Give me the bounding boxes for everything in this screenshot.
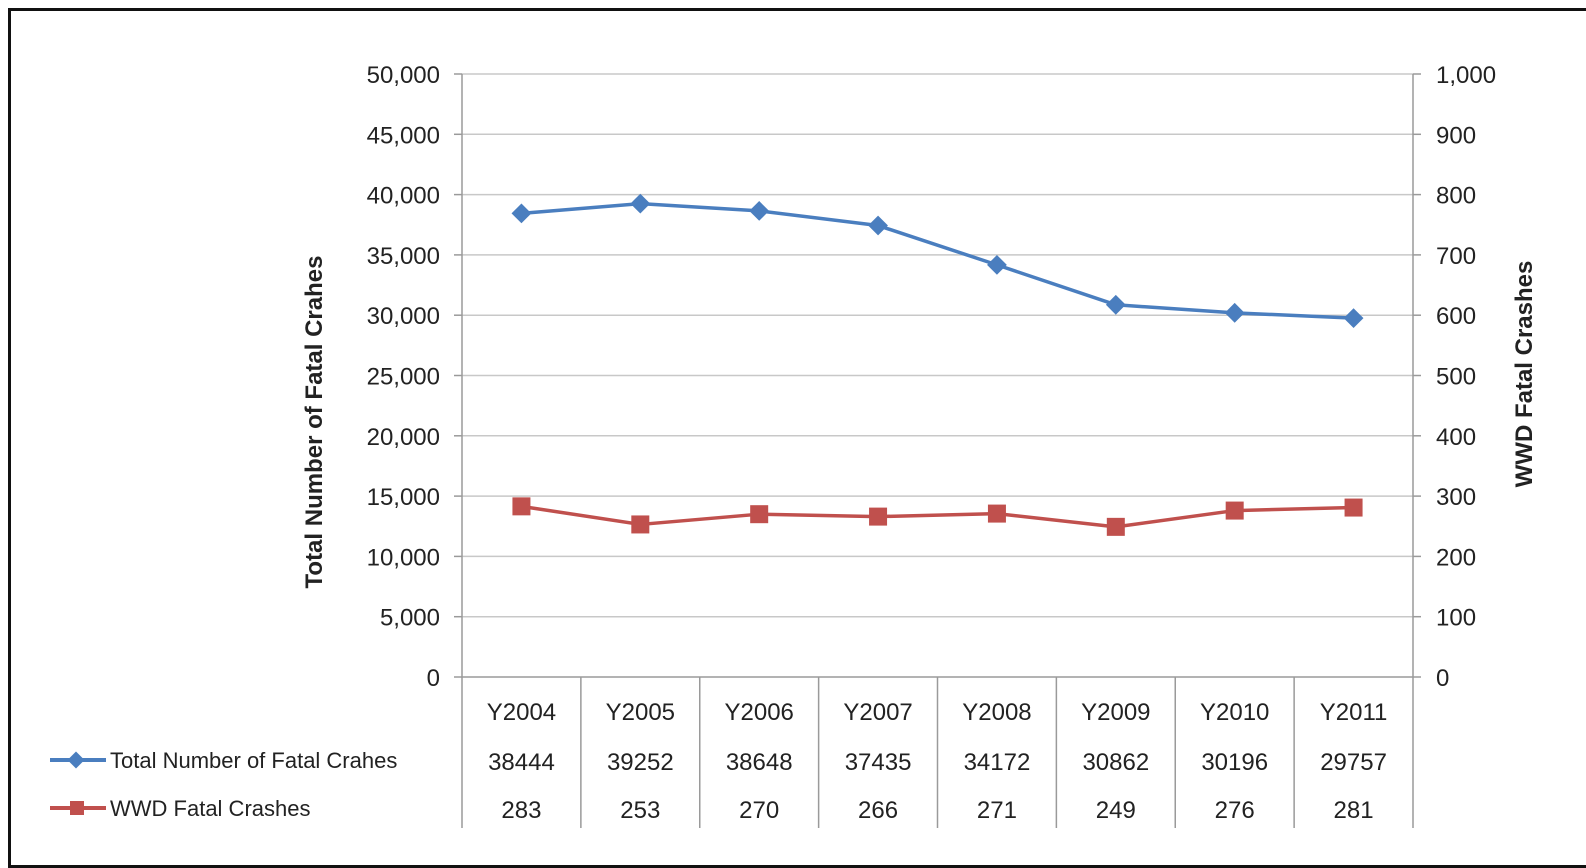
y2-tick-label: 500 xyxy=(1436,364,1476,391)
table-value: 38648 xyxy=(726,749,793,776)
table-value: 37435 xyxy=(845,749,912,776)
table-value: 38444 xyxy=(488,749,555,776)
y-tick-label: 45,000 xyxy=(367,122,440,149)
table-value: 249 xyxy=(1096,797,1136,824)
y-tick-label: 50,000 xyxy=(367,62,440,89)
legend-label: WWD Fatal Crashes xyxy=(110,796,310,821)
left-axis-ticks: 0 5,000 10,000 15,000 20,000 25,000 30,000 35,0… xyxy=(367,62,440,692)
x-category-label: Y2006 xyxy=(724,699,793,726)
y2-tick-label: 1,000 xyxy=(1436,62,1496,89)
table-value: 281 xyxy=(1334,797,1374,824)
x-category-label: Y2007 xyxy=(843,699,912,726)
data-point xyxy=(630,193,651,214)
data-point xyxy=(1106,517,1125,536)
table-value: 29757 xyxy=(1320,749,1387,776)
y2-tick-label: 800 xyxy=(1436,183,1476,210)
y2-tick-label: 300 xyxy=(1436,484,1476,511)
x-category-label: Y2009 xyxy=(1081,699,1150,726)
y-tick-label: 40,000 xyxy=(367,183,440,210)
table-value: 30196 xyxy=(1201,749,1268,776)
legend-marker xyxy=(70,801,84,815)
x-category-label: Y2005 xyxy=(606,699,675,726)
table-value: 270 xyxy=(739,797,779,824)
data-point xyxy=(1105,294,1126,315)
data-point xyxy=(1225,501,1244,520)
x-category-label: Y2008 xyxy=(962,699,1031,726)
table-value: 253 xyxy=(620,797,660,824)
legend-label: Total Number of Fatal Crahes xyxy=(110,748,397,773)
y-tick-label: 25,000 xyxy=(367,364,440,391)
y-tick-label: 15,000 xyxy=(367,484,440,511)
chart-frame xyxy=(8,8,1586,868)
table-value: 34172 xyxy=(964,749,1031,776)
table-value: 283 xyxy=(501,797,541,824)
right-axis-ticks: 0 100 200 300 400 500 600 700 800 900 1,000 xyxy=(1436,62,1496,692)
y-tick-label: 10,000 xyxy=(367,544,440,571)
x-category-label: Y2010 xyxy=(1200,699,1269,726)
table-value: 266 xyxy=(858,797,898,824)
y2-tick-label: 100 xyxy=(1436,605,1476,632)
y-axis-title: Total Number of Fatal Crahes xyxy=(301,256,328,589)
series-lines xyxy=(511,193,1364,536)
table-value: 30862 xyxy=(1082,749,1149,776)
y-tick-label: 35,000 xyxy=(367,243,440,270)
y2-axis-title: WWD Fatal Crashes xyxy=(1511,261,1538,488)
table-value: 271 xyxy=(977,797,1017,824)
y2-tick-label: 200 xyxy=(1436,544,1476,571)
y2-tick-label: 700 xyxy=(1436,243,1476,270)
x-category-label: Y2011 xyxy=(1320,699,1388,726)
data-point xyxy=(512,497,531,516)
y-tick-label: 5,000 xyxy=(380,605,440,632)
y2-tick-label: 400 xyxy=(1436,424,1476,451)
data-point xyxy=(987,254,1007,275)
data-table: Y2004 Y2005 Y2006 Y2007 Y2008 Y2009 Y2010 Y2011… xyxy=(50,677,1414,828)
x-category-label: Y2004 xyxy=(487,699,556,726)
y2-tick-label: 600 xyxy=(1436,303,1476,330)
data-point xyxy=(868,215,888,236)
y-tick-label: 20,000 xyxy=(367,424,440,451)
y-tick-label: 0 xyxy=(427,665,440,692)
y2-tick-label: 0 xyxy=(1436,665,1449,692)
data-point xyxy=(749,201,770,221)
data-point xyxy=(1344,498,1363,517)
table-value: 39252 xyxy=(607,749,674,776)
series-line xyxy=(521,201,1354,320)
data-point xyxy=(869,507,888,526)
series-line xyxy=(521,504,1354,529)
y2-tick-label: 900 xyxy=(1436,122,1476,149)
data-point xyxy=(1343,308,1364,329)
data-point xyxy=(987,504,1006,523)
data-point xyxy=(1224,302,1245,323)
gridlines xyxy=(454,73,1421,678)
legend-marker xyxy=(67,751,85,769)
data-point xyxy=(750,505,769,524)
data-point xyxy=(631,515,650,534)
data-point xyxy=(511,203,532,224)
table-value: 276 xyxy=(1215,797,1255,824)
y-tick-label: 30,000 xyxy=(367,303,440,330)
